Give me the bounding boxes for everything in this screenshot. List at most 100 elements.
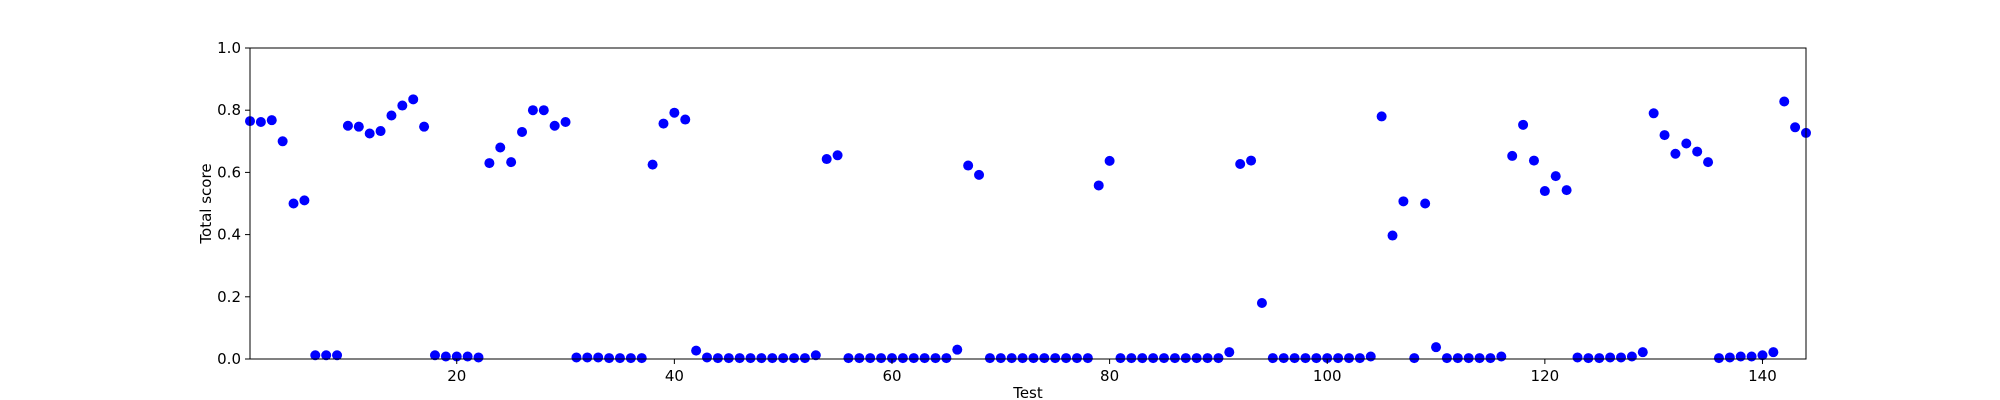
data-point <box>571 352 582 363</box>
data-point <box>1496 351 1507 362</box>
y-tick-label: 0.6 <box>217 163 241 181</box>
data-point <box>1267 353 1278 364</box>
data-point <box>1616 352 1627 363</box>
data-point <box>1583 353 1594 364</box>
data-point <box>1528 155 1539 166</box>
data-point <box>767 353 778 364</box>
data-point <box>919 353 930 364</box>
data-point <box>1441 353 1452 364</box>
data-point <box>1071 353 1082 364</box>
data-point <box>1605 352 1616 363</box>
data-point <box>995 353 1006 364</box>
y-tick-label: 1.0 <box>217 39 241 57</box>
data-point <box>440 351 451 362</box>
data-point <box>1703 157 1714 168</box>
data-point <box>1300 353 1311 364</box>
data-point <box>723 353 734 364</box>
x-axis: 20 40 60 80 100 120 140 <box>447 359 1777 385</box>
data-point <box>680 114 691 125</box>
data-point <box>1659 130 1670 141</box>
y-tick-label: 0.4 <box>217 226 241 244</box>
data-point <box>1191 353 1202 364</box>
data-point <box>1137 353 1148 364</box>
data-point <box>897 353 908 364</box>
data-point <box>386 110 397 121</box>
data-point <box>1354 353 1365 364</box>
data-point <box>299 195 310 206</box>
data-point <box>1028 353 1039 364</box>
data-point <box>778 353 789 364</box>
data-point <box>462 351 473 362</box>
data-point <box>1050 353 1061 364</box>
data-point <box>1365 351 1376 362</box>
data-point <box>865 353 876 364</box>
data-point <box>364 128 375 139</box>
data-point <box>277 136 288 147</box>
data-point <box>1485 353 1496 364</box>
data-point <box>1648 108 1659 119</box>
data-point <box>266 115 277 126</box>
data-point <box>756 353 767 364</box>
x-tick-label: 140 <box>1748 367 1777 385</box>
data-point <box>593 352 604 363</box>
data-point <box>1202 353 1213 364</box>
data-point <box>1746 351 1757 362</box>
data-point <box>1289 353 1300 364</box>
x-tick-label: 60 <box>882 367 901 385</box>
data-point <box>1256 298 1267 309</box>
data-point <box>647 159 658 170</box>
data-point <box>1561 185 1572 196</box>
data-point <box>658 118 669 129</box>
data-point <box>1311 353 1322 364</box>
data-point <box>517 126 528 137</box>
data-point <box>1463 353 1474 364</box>
data-point <box>1670 148 1681 159</box>
data-point <box>712 353 723 364</box>
data-point <box>1518 119 1529 130</box>
data-point <box>473 352 484 363</box>
data-point <box>527 105 538 116</box>
data-point <box>1594 353 1605 364</box>
data-point <box>1017 353 1028 364</box>
data-point <box>1431 342 1442 353</box>
x-tick-label: 80 <box>1100 367 1119 385</box>
data-point <box>625 353 636 364</box>
data-point <box>1637 347 1648 358</box>
data-point <box>1148 353 1159 364</box>
y-tick-label: 0.2 <box>217 288 241 306</box>
plot-frame <box>249 47 1807 360</box>
data-point <box>1093 180 1104 191</box>
data-point <box>1278 353 1289 364</box>
data-point <box>952 344 963 355</box>
data-point <box>941 353 952 364</box>
data-point <box>342 120 353 131</box>
data-point <box>397 100 408 111</box>
data-point <box>1713 353 1724 364</box>
data-point <box>832 150 843 161</box>
data-point <box>984 353 995 364</box>
data-point <box>560 117 571 128</box>
data-point <box>1572 352 1583 363</box>
data-points <box>245 94 1811 364</box>
data-point <box>506 157 517 168</box>
data-point <box>429 350 440 361</box>
y-axis: 0.0 0.2 0.4 0.6 0.8 1.0 <box>217 39 250 368</box>
data-point <box>1224 347 1235 358</box>
data-point <box>745 353 756 364</box>
data-point <box>1126 353 1137 364</box>
data-point <box>1550 171 1561 182</box>
data-point <box>255 117 266 128</box>
data-point <box>1039 353 1050 364</box>
data-point <box>886 353 897 364</box>
data-point <box>1724 352 1735 363</box>
data-point <box>1626 351 1637 362</box>
data-point <box>375 126 386 137</box>
y-tick-label: 0.0 <box>217 350 241 368</box>
data-point <box>799 353 810 364</box>
data-point <box>1235 159 1246 170</box>
data-point <box>930 353 941 364</box>
data-point <box>1246 155 1257 166</box>
data-point <box>963 160 974 171</box>
data-point <box>702 352 713 363</box>
